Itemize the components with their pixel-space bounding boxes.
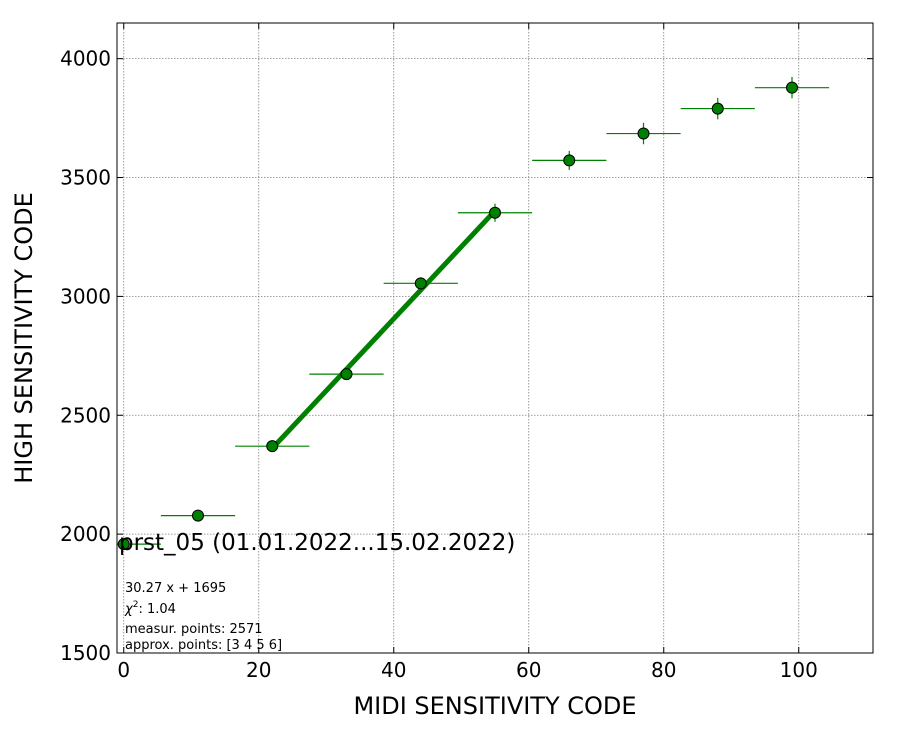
data-point: [563, 154, 576, 167]
x-tick-label: 100: [780, 658, 818, 682]
y-tick-label: 3000: [60, 284, 111, 308]
data-point: [192, 509, 204, 522]
x-tick-label: 0: [117, 658, 130, 682]
x-axis-label: MIDI SENSITIVITY CODE: [353, 692, 636, 720]
y-tick-label: 2000: [60, 522, 111, 546]
chi2-value: : 1.04: [138, 602, 175, 617]
chi2-symbol: χ: [124, 602, 134, 617]
y-tick-label: 2500: [60, 403, 111, 427]
data-points: [117, 81, 798, 551]
axis-ticks: 0 20 40 60 80 100 1500 2000 2500 3000 3500 4000: [60, 23, 873, 682]
y-tick-label: 1500: [60, 641, 111, 665]
measur-points-text: measur. points: 2571: [125, 622, 263, 637]
fit-stats: 30.27 x + 1695 χ2: 1.04 measur. points: …: [124, 581, 282, 653]
fit-equation: 30.27 x + 1695: [125, 581, 226, 596]
y-tick-label: 4000: [60, 47, 111, 71]
fit-line-group: [270, 209, 497, 451]
data-point: [117, 538, 130, 551]
data-point: [414, 277, 427, 290]
data-point: [711, 102, 724, 115]
y-axis-label: HIGH SENSITIVITY CODE: [10, 192, 38, 484]
data-point: [637, 127, 650, 140]
data-point: [489, 206, 501, 219]
data-point: [266, 440, 279, 453]
y-tick-label: 3500: [60, 166, 111, 190]
error-bars: [117, 76, 830, 548]
fit-line: [270, 209, 497, 451]
data-point: [340, 368, 353, 381]
x-tick-label: 60: [516, 658, 541, 682]
plot-frame: [116, 22, 874, 654]
x-tick-label: 40: [381, 658, 406, 682]
chi2-text: χ2: 1.04: [124, 600, 176, 617]
grid: [117, 23, 873, 654]
x-tick-label: 80: [651, 658, 676, 682]
data-point: [786, 81, 798, 94]
x-tick-label: 20: [246, 658, 271, 682]
chart-title: prst_05 (01.01.2022...15.02.2022): [119, 530, 515, 556]
chi2-superscript: 2: [133, 600, 139, 610]
approx-points-text: approx. points: [3 4 5 6]: [125, 638, 282, 653]
